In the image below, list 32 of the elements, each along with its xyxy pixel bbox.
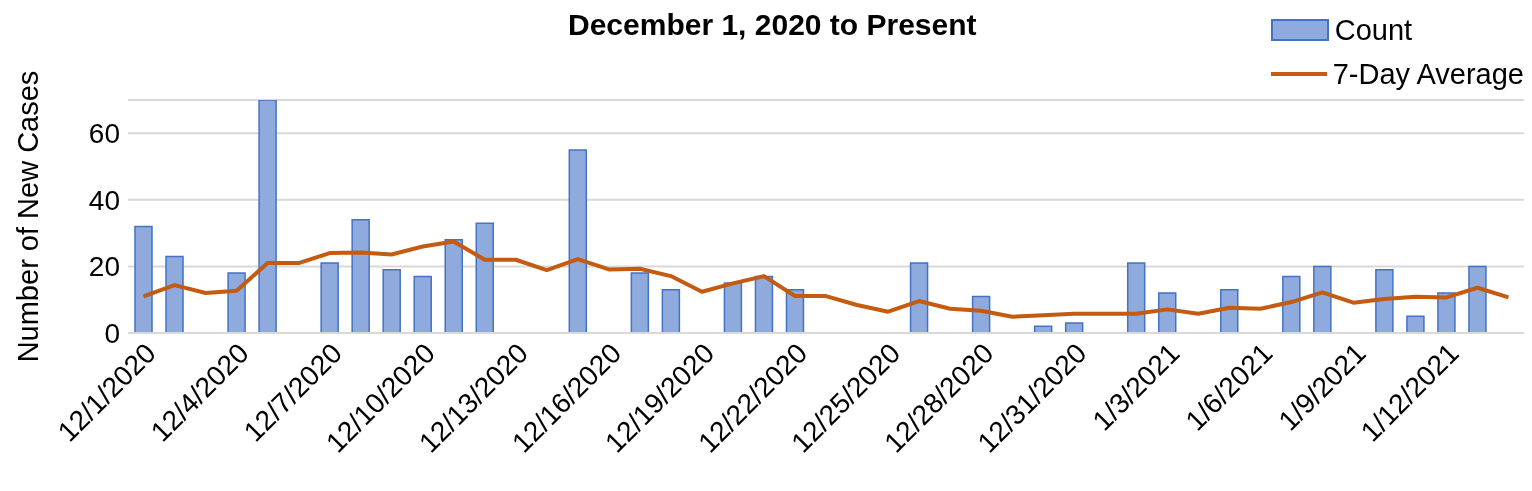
legend-label: 7-Day Average xyxy=(1332,57,1524,92)
bar xyxy=(1282,275,1301,333)
bar xyxy=(630,272,650,333)
bar xyxy=(320,262,339,333)
y-tick-label: 60 xyxy=(88,118,120,150)
bar xyxy=(909,262,929,333)
y-tick-label: 0 xyxy=(104,317,120,349)
bar xyxy=(723,282,743,333)
bar xyxy=(475,222,494,333)
bar xyxy=(1406,315,1425,333)
legend-label: Count xyxy=(1334,13,1413,48)
bar xyxy=(258,100,277,333)
bar xyxy=(351,219,370,333)
bar xyxy=(1375,269,1394,333)
bar xyxy=(1126,262,1146,333)
bar xyxy=(382,269,401,333)
bar xyxy=(134,225,153,333)
bar xyxy=(444,239,463,333)
y-axis-title: Number of New Cases xyxy=(12,70,45,363)
bar xyxy=(413,275,432,333)
bar xyxy=(1468,265,1487,333)
line-series xyxy=(141,239,1511,319)
bar xyxy=(165,255,184,333)
bar xyxy=(1064,322,1084,333)
bar xyxy=(1313,265,1332,333)
y-tick-label: 40 xyxy=(88,184,120,216)
y-tick-label: 20 xyxy=(88,251,120,283)
bar xyxy=(227,272,246,333)
bar xyxy=(661,288,681,333)
chart-title: December 1, 2020 to Present xyxy=(568,8,977,42)
bar xyxy=(568,149,588,333)
bar xyxy=(1220,288,1239,333)
